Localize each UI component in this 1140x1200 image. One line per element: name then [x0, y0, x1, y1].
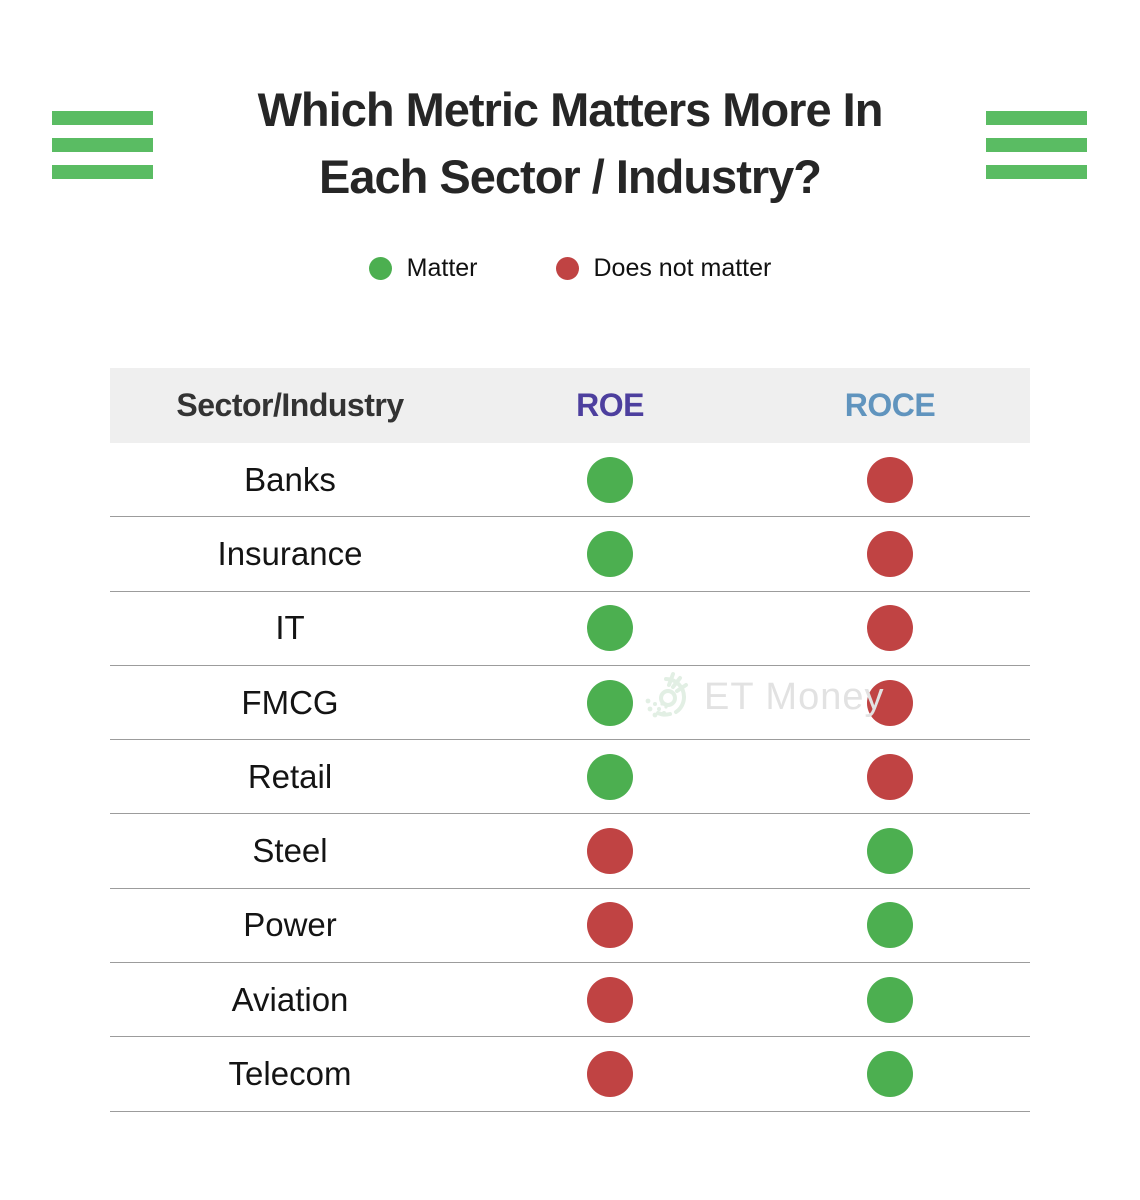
- table-row: Aviation: [110, 963, 1030, 1038]
- decorative-bar: [986, 111, 1087, 125]
- does-not-matter-dot: [867, 679, 913, 726]
- sector-label: Steel: [252, 832, 328, 870]
- table-row: Power: [110, 889, 1030, 964]
- column-header-roe: ROE: [576, 387, 644, 423]
- sector-label: IT: [275, 609, 305, 647]
- matter-dot: [587, 605, 633, 652]
- legend-item-does-not-matter: Does not matter: [555, 254, 772, 283]
- table-row: Insurance: [110, 517, 1030, 592]
- table-row: IT: [110, 592, 1030, 666]
- table-body: Banks Insurance IT FMCG Retail Stee: [110, 443, 1030, 1112]
- decorative-bar: [52, 138, 153, 152]
- does-not-matter-dot: [587, 976, 633, 1023]
- decorative-bars-right: [986, 111, 1087, 179]
- matter-dot-icon: [368, 257, 392, 280]
- does-not-matter-dot: [587, 828, 633, 875]
- legend-label-does-not-matter: Does not matter: [593, 254, 772, 282]
- table-row: FMCG: [110, 666, 1030, 741]
- sector-label: Insurance: [217, 534, 363, 572]
- legend-item-matter: Matter: [368, 254, 478, 283]
- does-not-matter-dot: [867, 605, 913, 652]
- sector-label: Retail: [247, 757, 333, 795]
- legend: Matter Does not matter: [0, 254, 1140, 283]
- table-row: Telecom: [110, 1037, 1030, 1112]
- table-row: Steel: [110, 814, 1030, 889]
- sector-label: Telecom: [228, 1055, 352, 1093]
- sector-label: Power: [243, 906, 337, 944]
- matter-dot: [587, 679, 633, 726]
- matter-dot: [587, 456, 633, 503]
- does-not-matter-dot-icon: [555, 257, 579, 280]
- column-header-sector: Sector/Industry: [176, 387, 404, 423]
- page-title-line1: Which Metric Matters More In: [257, 83, 884, 136]
- matter-dot: [867, 902, 913, 949]
- sector-metric-table: Sector/Industry ROE ROCE Banks Insurance…: [110, 368, 1030, 1112]
- sector-label: Aviation: [231, 980, 349, 1018]
- decorative-bar: [52, 165, 153, 179]
- page-title: Which Metric Matters More In Each Sector…: [0, 76, 1140, 210]
- decorative-bar: [52, 111, 153, 125]
- sector-label: Banks: [244, 460, 336, 498]
- table-row: Retail: [110, 740, 1030, 815]
- does-not-matter-dot: [587, 902, 633, 949]
- table-row: Banks: [110, 443, 1030, 518]
- does-not-matter-dot: [587, 1051, 633, 1098]
- decorative-bars-left: [52, 111, 153, 179]
- column-header-roce: ROCE: [844, 387, 936, 423]
- does-not-matter-dot: [867, 530, 913, 577]
- matter-dot: [867, 828, 913, 875]
- decorative-bar: [986, 165, 1087, 179]
- legend-label-matter: Matter: [406, 254, 478, 282]
- sector-label: FMCG: [241, 683, 339, 721]
- table-header-row: Sector/Industry ROE ROCE: [110, 368, 1030, 443]
- matter-dot: [867, 1051, 913, 1098]
- page-title-line2: Each Sector / Industry?: [319, 150, 822, 203]
- does-not-matter-dot: [867, 456, 913, 503]
- matter-dot: [587, 530, 633, 577]
- does-not-matter-dot: [867, 753, 913, 800]
- decorative-bar: [986, 138, 1087, 152]
- matter-dot: [867, 976, 913, 1023]
- matter-dot: [587, 753, 633, 800]
